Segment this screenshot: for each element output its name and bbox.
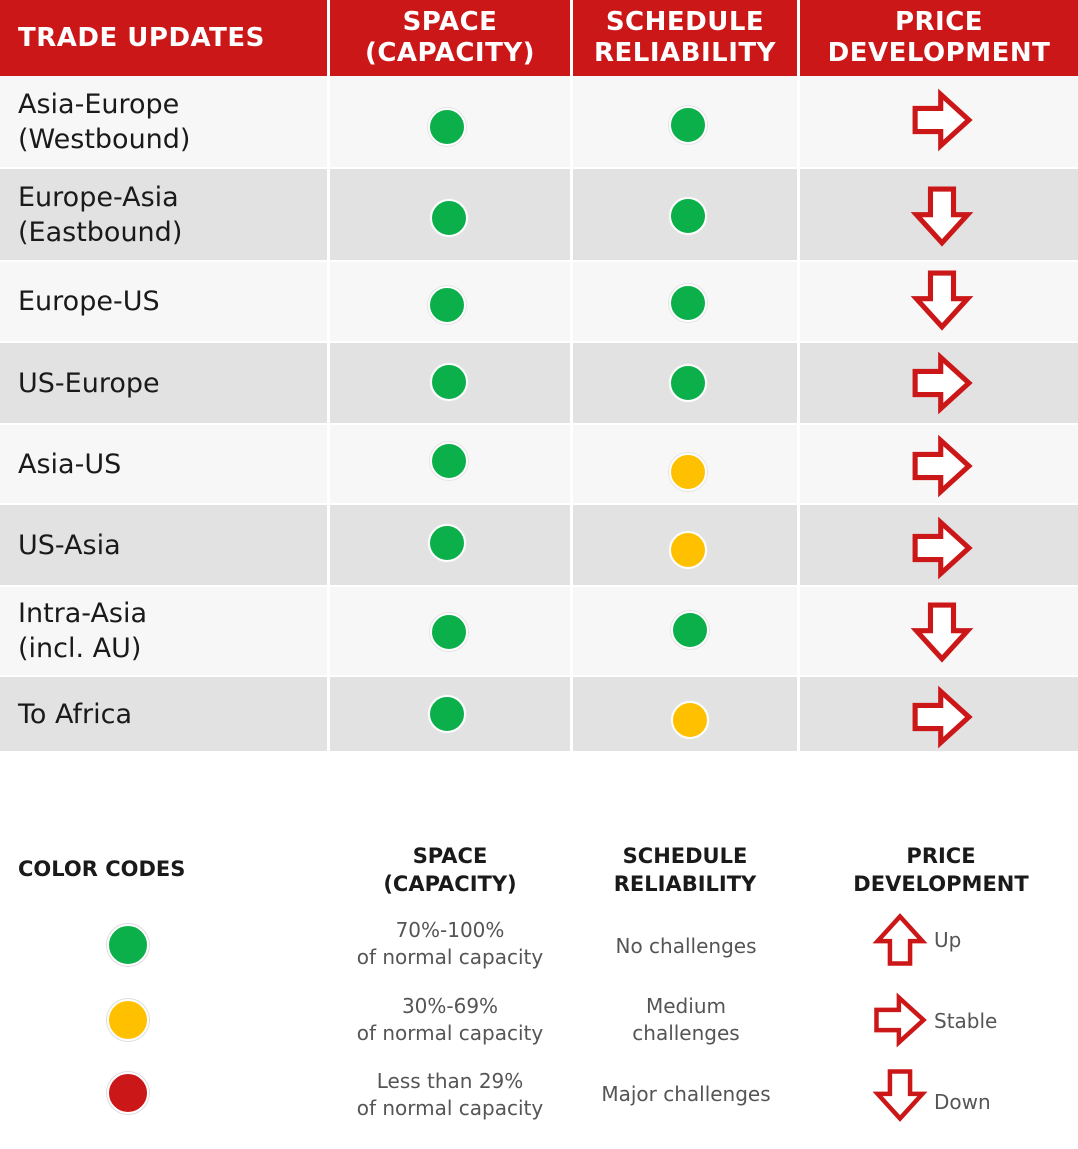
up-arrow-icon — [872, 912, 928, 973]
table-row: US-Europe — [0, 343, 1078, 425]
schedule-status-dot — [669, 364, 707, 402]
down-arrow-icon — [910, 184, 974, 253]
stable-arrow-icon — [910, 351, 974, 420]
space-status-dot — [428, 524, 466, 562]
legend-red-dot — [107, 1072, 149, 1114]
down-arrow-icon — [910, 268, 974, 337]
legend-schedule-text: Medium challenges — [632, 994, 740, 1045]
schedule-status-dot — [669, 197, 707, 235]
space-status-dot — [430, 363, 468, 401]
schedule-status-dot — [669, 106, 707, 144]
legend-schedule-title: SCHEDULE RELIABILITY — [613, 844, 757, 896]
header-price-label: PRICE DEVELOPMENT — [827, 7, 1051, 68]
schedule-status-dot — [669, 284, 707, 322]
table-row: Europe-US — [0, 262, 1078, 343]
table-row: Intra-Asia (incl. AU) — [0, 587, 1078, 677]
header-space-label: SPACE (CAPACITY) — [364, 7, 536, 68]
schedule-status-dot — [669, 531, 707, 569]
space-status-dot — [428, 695, 466, 733]
down-arrow-icon — [910, 600, 974, 669]
legend-price-title: PRICE DEVELOPMENT — [853, 844, 1029, 896]
header-trade-updates-label: TRADE UPDATES — [18, 22, 265, 53]
trade-name: US-Asia — [0, 505, 327, 587]
legend-green-dot — [107, 924, 149, 966]
space-status-dot — [428, 286, 466, 324]
legend-space-text: 70%-100% of normal capacity — [356, 918, 544, 969]
stable-arrow-icon — [910, 88, 974, 157]
schedule-status-dot — [671, 701, 709, 739]
legend-schedule-text: No challenges — [615, 934, 757, 958]
header-trade-updates: TRADE UPDATES — [0, 0, 327, 76]
down-arrow-icon — [872, 1067, 928, 1128]
trade-name: Europe-US — [0, 262, 327, 343]
space-status-dot — [428, 108, 466, 146]
trade-name: Europe-Asia (Eastbound) — [0, 169, 327, 262]
legend-title: COLOR CODES — [18, 857, 186, 881]
header-space: SPACE (CAPACITY) — [330, 0, 570, 76]
legend-yellow-dot — [107, 999, 149, 1041]
legend-space-text: 30%-69% of normal capacity — [356, 994, 544, 1045]
legend-price-text: Down — [934, 1090, 991, 1114]
space-cell — [330, 587, 570, 677]
legend-space-text: Less than 29% of normal capacity — [356, 1069, 544, 1120]
legend-price-text: Up — [934, 928, 962, 952]
header-price: PRICE DEVELOPMENT — [800, 0, 1078, 76]
stable-arrow-icon — [910, 516, 974, 585]
legend-space-title: SPACE (CAPACITY) — [383, 844, 517, 896]
space-status-dot — [430, 613, 468, 651]
space-status-dot — [430, 199, 468, 237]
header-schedule-label: SCHEDULE RELIABILITY — [594, 7, 776, 68]
header-schedule: SCHEDULE RELIABILITY — [573, 0, 797, 76]
schedule-status-dot — [671, 611, 709, 649]
trade-name: Asia-Europe (Westbound) — [0, 76, 327, 169]
space-status-dot — [430, 442, 468, 480]
stable-arrow-icon — [910, 685, 974, 754]
trade-name: To Africa — [0, 677, 327, 753]
trade-name: Asia-US — [0, 425, 327, 505]
stable-arrow-icon — [910, 434, 974, 503]
schedule-status-dot — [669, 453, 707, 491]
stable-arrow-icon — [872, 992, 928, 1053]
legend-price-text: Stable — [934, 1009, 998, 1033]
legend-schedule-text: Major challenges — [601, 1082, 771, 1106]
trade-name: Intra-Asia (incl. AU) — [0, 587, 327, 677]
trade-name: US-Europe — [0, 343, 327, 425]
